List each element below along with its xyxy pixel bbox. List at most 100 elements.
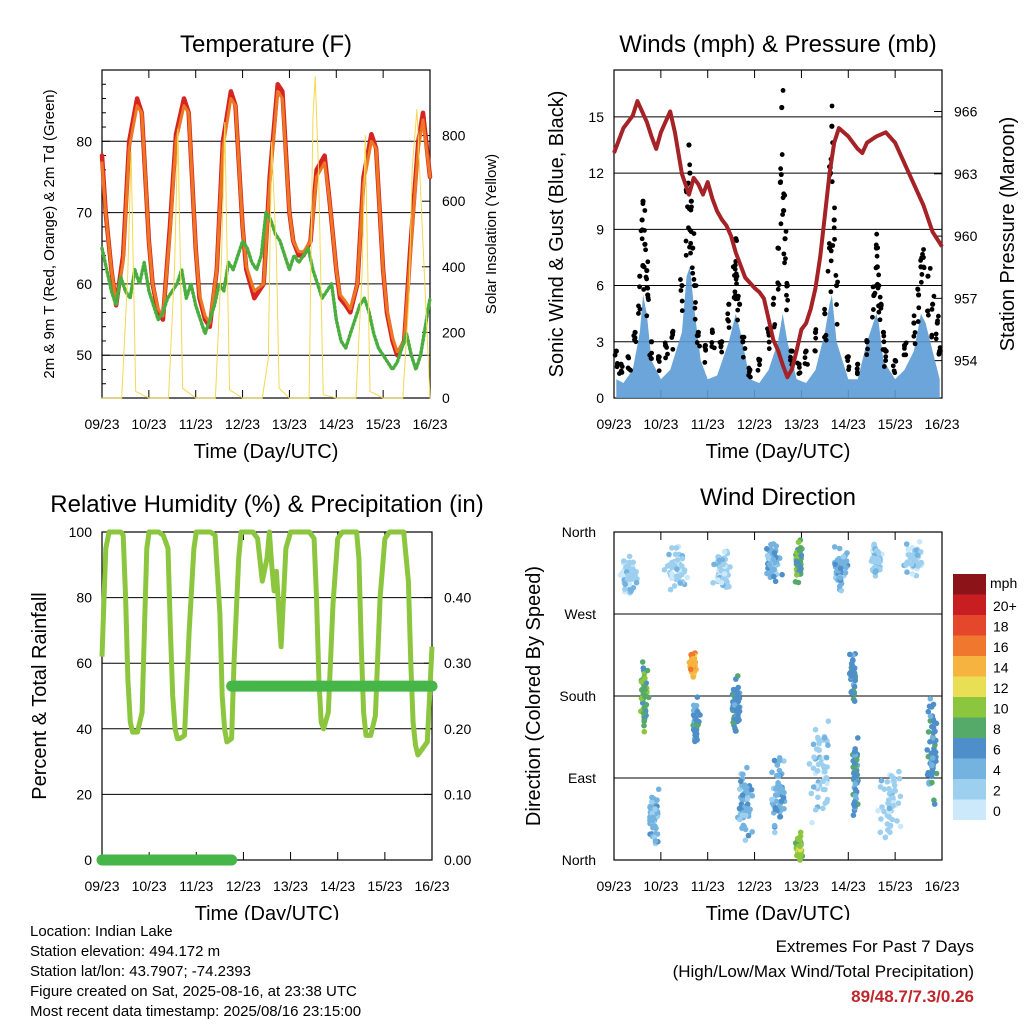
gust-point-jitter [726,325,732,330]
direction-point [885,797,892,803]
direction-point [669,563,675,569]
x-tick-label: 13/23 [784,878,819,894]
gust-point-jitter [875,281,880,287]
direction-point [652,806,658,812]
y2-tick-label: 0.30 [444,655,471,671]
gust-point-jitter [921,265,927,271]
series-station-pressure [612,99,944,380]
y-tick-label: 70 [76,205,92,221]
gust-point-jitter [878,305,884,311]
extremes-values: 89/48.7/7.3/0.26 [851,987,974,1006]
gust-point-jitter [875,285,881,291]
gust-point-jitter [690,270,696,276]
direction-point [690,702,697,709]
gust-point-jitter [709,340,715,345]
gust-point-jitter [637,284,642,290]
direction-point [925,729,932,735]
direction-point [716,557,723,564]
gust-point-jitter [618,368,624,374]
direction-point [929,769,936,775]
colorbar-swatch [953,799,986,820]
gust-point-jitter [783,256,788,262]
direction-point [648,799,655,805]
direction-point [855,735,861,741]
gust-point-jitter [739,334,745,340]
gust-point-jitter [784,292,789,298]
gust-point [648,339,655,345]
gust-point-jitter [822,306,827,312]
colorbar-swatch [953,574,986,595]
direction-point [771,757,778,764]
direction-point [806,761,813,767]
gust-point-jitter [670,328,676,334]
series-2m-td [100,210,432,372]
direction-point [815,746,822,753]
gust-point-jitter [643,247,648,253]
direction-point [745,832,752,839]
direction-point [909,571,916,577]
direction-point [735,714,741,721]
direction-point [644,667,651,674]
y-axis-label: Percent & Total Rainfall [29,592,51,800]
direction-point [640,665,647,671]
direction-point [711,561,717,568]
series-relative-humidity [99,529,435,758]
direction-point [850,671,857,678]
gust-point-jitter [935,318,940,324]
gust-point [822,311,828,317]
gust-point-jitter [644,313,650,319]
y2-tick-label: 600 [442,193,466,209]
colorbar-label: 2 [993,782,1001,798]
x-axis-label: Time (Day/UTC) [706,903,851,920]
direction-point [929,779,935,786]
direction-point [769,796,775,803]
direction-point [852,781,859,787]
gust-point-jitter [796,365,802,370]
gust-point-jitter [757,362,762,368]
direction-point [772,829,778,836]
gust-point-jitter [834,302,839,307]
y-tick-label: 20 [76,786,92,802]
direction-point [693,717,699,723]
direction-point [669,575,675,581]
colorbar-label: 12 [993,680,1009,696]
gust-point [880,329,887,335]
gust-point-jitter [683,238,689,244]
x-axis-label: Time (Day/UTC) [706,441,851,463]
direction-point [929,723,935,730]
direction-point [740,771,746,778]
y-tick-label: 6 [596,278,604,294]
direction-point [897,823,904,830]
gust-point [782,236,788,242]
gust-point-jitter [929,306,935,312]
direction-point [769,769,775,776]
gust-point-jitter [644,285,650,290]
station-elevation: Station elevation: 494.172 m [30,943,221,960]
direction-point [781,758,787,764]
direction-point [927,713,934,720]
x-axis-label: Time (Day/UTC) [195,903,340,920]
gust-point [644,267,650,274]
direction-point [622,581,629,588]
gust-point-jitter [778,166,784,172]
station-location: Location: Indian Lake [30,923,173,940]
direction-point [764,570,770,577]
direction-point [748,787,755,793]
gust-point-jitter [834,321,840,327]
direction-point [894,818,900,824]
x-tick-label: 16/23 [924,878,959,894]
gust-point-jitter [912,330,918,335]
gust-point-jitter [702,344,708,350]
colorbar-swatch [953,697,986,718]
direction-point [851,749,858,755]
gust-point [829,123,835,129]
gust-point-jitter [881,364,887,369]
gust-point [688,198,694,204]
gust-point-jitter [642,227,647,233]
direction-point [639,659,646,665]
gust-point-jitter [732,266,738,272]
gust-point-jitter [795,360,800,366]
direction-point [666,551,672,558]
x-tick-label: 10/23 [643,878,678,894]
direction-point [931,801,938,807]
